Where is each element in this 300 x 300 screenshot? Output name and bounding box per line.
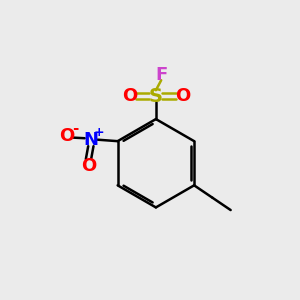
Text: S: S: [149, 87, 163, 106]
Text: O: O: [59, 127, 75, 145]
Text: O: O: [122, 87, 137, 105]
Text: N: N: [84, 131, 99, 149]
Text: O: O: [81, 157, 96, 175]
Text: -: -: [72, 121, 78, 136]
Text: F: F: [155, 66, 167, 84]
Text: O: O: [175, 87, 190, 105]
Text: +: +: [94, 126, 105, 139]
